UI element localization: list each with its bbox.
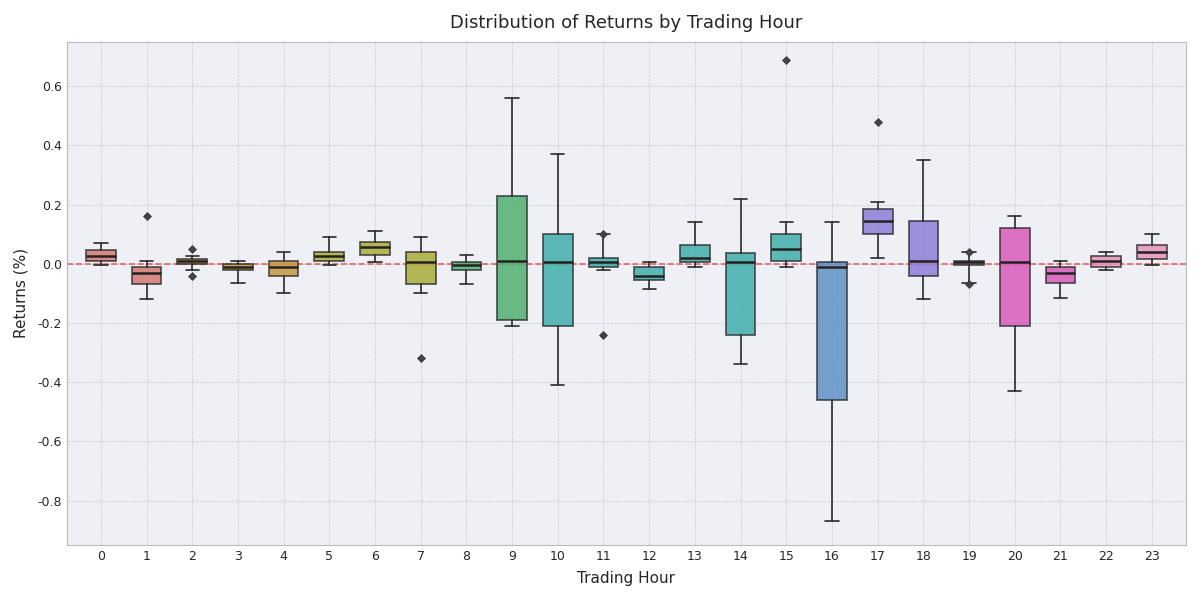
Bar xyxy=(726,253,756,335)
Bar xyxy=(908,221,938,275)
Bar xyxy=(269,261,299,275)
Bar xyxy=(954,261,984,265)
Bar xyxy=(863,209,893,234)
Bar xyxy=(223,264,253,269)
Bar xyxy=(817,262,847,400)
Bar xyxy=(1045,267,1075,283)
Bar xyxy=(589,258,618,267)
Bar xyxy=(360,242,390,255)
Bar xyxy=(86,250,115,261)
Bar xyxy=(132,267,162,284)
Bar xyxy=(406,252,436,284)
X-axis label: Trading Hour: Trading Hour xyxy=(577,571,676,586)
Bar xyxy=(314,252,344,261)
Bar xyxy=(680,245,709,262)
Y-axis label: Returns (%): Returns (%) xyxy=(14,248,29,338)
Bar xyxy=(772,234,802,261)
Bar xyxy=(1136,245,1166,259)
Bar xyxy=(178,259,208,264)
Bar xyxy=(451,262,481,269)
Bar xyxy=(542,234,572,326)
Bar xyxy=(635,267,664,280)
Bar xyxy=(1091,256,1121,267)
Bar xyxy=(1000,228,1030,326)
Bar xyxy=(497,196,527,320)
Title: Distribution of Returns by Trading Hour: Distribution of Returns by Trading Hour xyxy=(450,14,803,32)
